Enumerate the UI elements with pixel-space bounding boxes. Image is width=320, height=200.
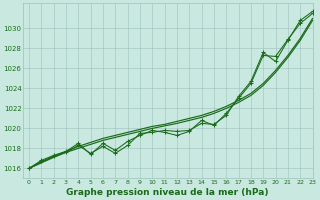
- X-axis label: Graphe pression niveau de la mer (hPa): Graphe pression niveau de la mer (hPa): [67, 188, 269, 197]
